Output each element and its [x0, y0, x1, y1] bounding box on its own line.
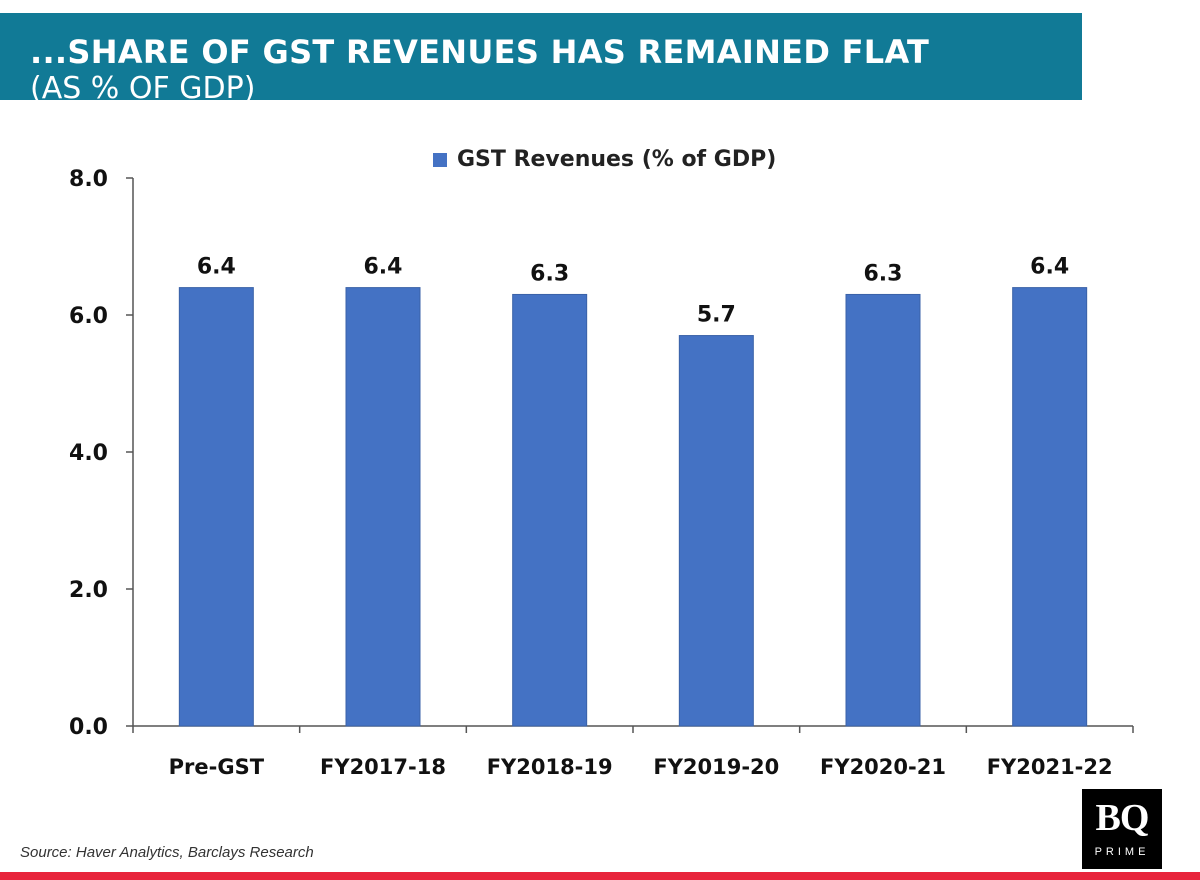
- legend-swatch: [433, 152, 447, 167]
- data-label: 5.7: [697, 303, 736, 328]
- y-tick-label: 0.0: [69, 715, 108, 740]
- data-label: 6.4: [364, 255, 403, 280]
- y-tick-label: 8.0: [69, 167, 108, 192]
- x-tick-label: FY2021-22: [987, 755, 1113, 779]
- bottom-accent-bar: [0, 872, 1200, 880]
- x-tick-label: Pre-GST: [169, 755, 265, 779]
- bar: [345, 287, 421, 727]
- bar: [1012, 287, 1088, 727]
- x-tick-label: FY2018-19: [487, 755, 613, 779]
- y-tick-label: 6.0: [69, 304, 108, 329]
- data-label: 6.4: [197, 255, 236, 280]
- legend-label: GST Revenues (% of GDP): [457, 147, 777, 172]
- bar: [845, 293, 921, 727]
- logo-sub-text: PRIME: [1094, 846, 1150, 858]
- y-tick-label: 2.0: [69, 578, 108, 603]
- bar: [678, 335, 754, 727]
- legend: GST Revenues (% of GDP): [433, 147, 776, 172]
- data-label: 6.3: [864, 261, 903, 286]
- y-tick-label: 4.0: [69, 441, 108, 466]
- bq-prime-logo: BQ PRIME: [1082, 789, 1162, 869]
- x-tick-label: FY2019-20: [653, 755, 779, 779]
- bar: [512, 293, 588, 727]
- data-label: 6.3: [530, 261, 569, 286]
- logo-main-text: BQ: [1095, 797, 1150, 839]
- header-banner: ...SHARE OF GST REVENUES HAS REMAINED FL…: [0, 13, 1082, 106]
- x-tick-label: FY2020-21: [820, 755, 946, 779]
- chart-title: ...SHARE OF GST REVENUES HAS REMAINED FL…: [30, 33, 930, 71]
- bar: [178, 287, 254, 727]
- data-label: 6.4: [1030, 255, 1069, 280]
- chart-subtitle: (AS % OF GDP): [30, 71, 256, 106]
- x-tick-label: FY2017-18: [320, 755, 446, 779]
- source-note: Source: Haver Analytics, Barclays Resear…: [20, 844, 314, 861]
